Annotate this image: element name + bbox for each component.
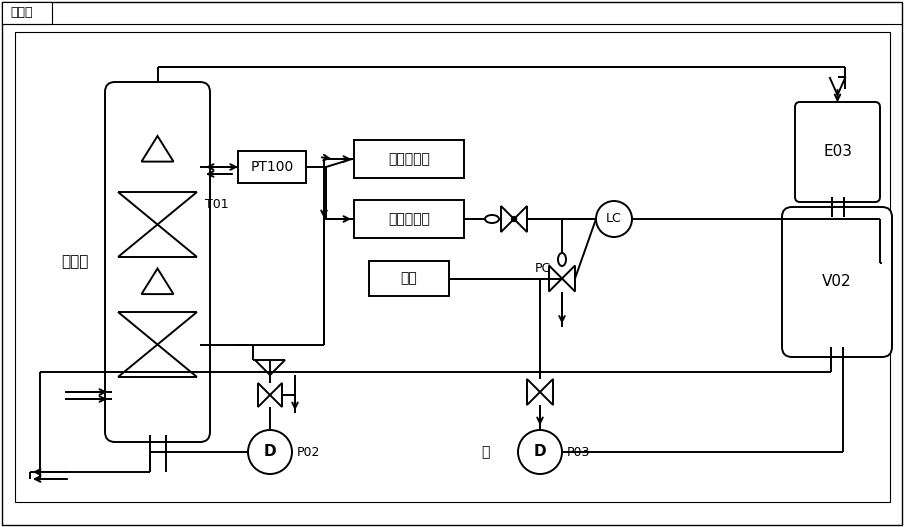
Text: V02: V02 xyxy=(822,275,852,289)
Text: LC: LC xyxy=(606,212,622,226)
Bar xyxy=(238,151,306,183)
Circle shape xyxy=(511,217,517,221)
Circle shape xyxy=(596,201,632,237)
Bar xyxy=(354,140,464,178)
Text: T01: T01 xyxy=(205,198,229,210)
Text: PT100: PT100 xyxy=(251,160,293,174)
Text: 副调反作用: 副调反作用 xyxy=(388,212,430,226)
Text: D: D xyxy=(263,444,276,460)
Text: 泵: 泵 xyxy=(481,445,490,459)
Text: 主调正作用: 主调正作用 xyxy=(388,152,430,166)
FancyBboxPatch shape xyxy=(795,102,880,202)
Text: P02: P02 xyxy=(297,445,320,458)
Ellipse shape xyxy=(558,253,566,266)
Text: 图一：: 图一： xyxy=(10,6,33,19)
Text: D: D xyxy=(534,444,547,460)
Text: 精馏塔: 精馏塔 xyxy=(62,255,89,269)
Circle shape xyxy=(518,430,562,474)
Text: E03: E03 xyxy=(823,144,852,160)
Text: P03: P03 xyxy=(567,445,590,458)
Ellipse shape xyxy=(485,215,499,223)
Bar xyxy=(15,32,890,502)
Bar xyxy=(354,200,464,238)
FancyBboxPatch shape xyxy=(105,82,210,442)
Text: PC: PC xyxy=(535,262,551,276)
Circle shape xyxy=(248,430,292,474)
FancyBboxPatch shape xyxy=(782,207,892,357)
Bar xyxy=(2,2,52,24)
Bar xyxy=(369,261,449,296)
Text: 流变: 流变 xyxy=(401,271,417,286)
